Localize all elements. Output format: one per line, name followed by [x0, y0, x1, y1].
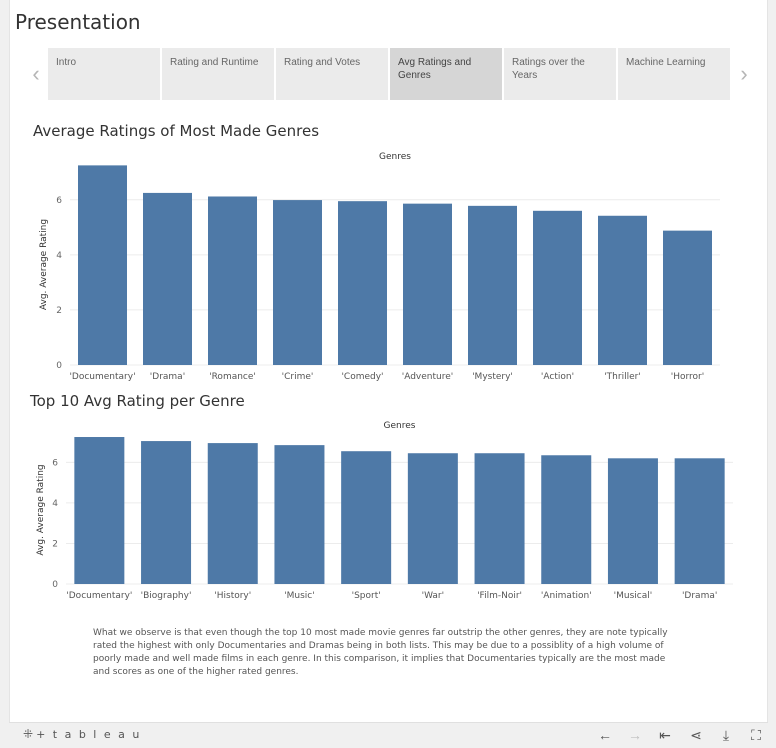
x-tick-label: 'Action': [541, 372, 574, 382]
tableau-logo[interactable]: ⁜ + t a b l e a u: [23, 727, 141, 741]
y-tick-label: 0: [52, 580, 58, 590]
x-tick-label: 'Documentary': [69, 372, 135, 382]
undo-button[interactable]: ←: [595, 725, 615, 745]
arrow-right-icon: →: [628, 727, 642, 743]
bar[interactable]: [74, 437, 125, 584]
bar[interactable]: [143, 192, 192, 365]
bar-chart-most-made-genres: Genres 0 2 4 6 Avg. Average Rating 'Documentar…: [39, 152, 720, 382]
share-button[interactable]: ⋖: [686, 725, 706, 745]
fullscreen-icon: ⛶: [751, 727, 761, 743]
x-tick-label: 'Drama': [682, 591, 717, 601]
y-tick-label: 4: [52, 499, 58, 509]
chevron-right-icon[interactable]: ›: [740, 61, 748, 86]
x-tick-label: 'Comedy': [341, 372, 383, 382]
tab-avg-ratings-and-genres[interactable]: Avg Ratings and Genres: [390, 48, 502, 100]
x-tick-label: 'Adventure': [402, 372, 454, 382]
bar[interactable]: [338, 201, 387, 365]
fullscreen-button[interactable]: ⛶: [746, 725, 766, 745]
redo-button[interactable]: →: [625, 725, 645, 745]
bar[interactable]: [674, 458, 725, 584]
y-axis-label: Avg. Average Rating: [39, 219, 49, 310]
y-tick-label: 6: [52, 458, 58, 468]
story-tabs: Intro Rating and Runtime Rating and Vote…: [48, 48, 732, 100]
bar-chart-top-10-genres: Genres 0 2 4 6 Avg. Average Rating 'Documentar…: [36, 421, 733, 601]
revert-button[interactable]: ⇤: [655, 725, 675, 745]
bar[interactable]: [474, 453, 525, 584]
x-tick-label: 'War': [422, 591, 445, 601]
chart-header: Genres: [384, 421, 416, 431]
x-tick-label: 'Romance': [209, 372, 256, 382]
chart-title: Top 10 Avg Rating per Genre: [30, 392, 245, 410]
revert-icon: ⇤: [659, 727, 671, 743]
toolbar: ⁜ + t a b l e a u ← → ⇤ ⋖ ⤓ ⛶: [9, 722, 768, 746]
tab-rating-and-votes[interactable]: Rating and Votes: [276, 48, 388, 100]
tab-ratings-over-the-years[interactable]: Ratings over the Years: [504, 48, 616, 100]
chevron-left-icon[interactable]: ‹: [32, 61, 40, 86]
bar[interactable]: [274, 445, 325, 584]
x-tick-label: 'Drama': [150, 372, 185, 382]
caption-text: What we observe is that even though the …: [93, 628, 668, 677]
x-tick-label: 'Biography': [141, 591, 192, 601]
x-tick-label: 'Film-Noir': [477, 591, 522, 601]
tab-machine-learning[interactable]: Machine Learning: [618, 48, 730, 100]
x-tick-label: 'Thriller': [604, 372, 641, 382]
chart-header: Genres: [379, 152, 411, 162]
bar[interactable]: [541, 455, 592, 584]
bar[interactable]: [663, 230, 712, 365]
x-tick-label: 'History': [214, 591, 251, 601]
bar[interactable]: [341, 451, 392, 584]
download-button[interactable]: ⤓: [716, 725, 736, 745]
share-icon: ⋖: [690, 727, 702, 743]
tab-intro[interactable]: Intro: [48, 48, 160, 100]
x-tick-label: 'Documentary': [66, 591, 132, 601]
arrow-left-icon: ←: [598, 727, 612, 743]
bar[interactable]: [207, 443, 258, 584]
bar[interactable]: [598, 215, 647, 365]
bar[interactable]: [141, 441, 192, 584]
y-tick-label: 2: [56, 306, 62, 316]
bar[interactable]: [208, 196, 257, 365]
download-icon: ⤓: [722, 727, 730, 743]
bar[interactable]: [78, 165, 127, 365]
bar[interactable]: [273, 200, 322, 365]
x-tick-label: 'Animation': [541, 591, 592, 601]
bar[interactable]: [407, 453, 458, 584]
x-tick-label: 'Sport': [352, 591, 381, 601]
bar[interactable]: [533, 210, 582, 365]
tableau-logo-icon: ⁜: [23, 727, 34, 741]
bar[interactable]: [607, 458, 658, 584]
bar[interactable]: [403, 203, 452, 365]
x-tick-label: 'Horror': [671, 372, 704, 382]
x-tick-label: 'Music': [284, 591, 315, 601]
logo-text: + t a b l e a u: [36, 728, 142, 741]
y-axis-label: Avg. Average Rating: [36, 464, 46, 555]
x-tick-label: 'Musical': [614, 591, 653, 601]
tab-rating-and-runtime[interactable]: Rating and Runtime: [162, 48, 274, 100]
chart-title: Average Ratings of Most Made Genres: [33, 122, 320, 140]
bar[interactable]: [468, 205, 517, 365]
y-tick-label: 2: [52, 539, 58, 549]
y-tick-label: 6: [56, 196, 62, 206]
x-tick-label: 'Crime': [282, 372, 314, 382]
y-tick-label: 4: [56, 251, 62, 261]
y-tick-label: 0: [56, 361, 62, 371]
x-tick-label: 'Mystery': [472, 372, 513, 382]
page-title: Presentation: [15, 10, 141, 34]
